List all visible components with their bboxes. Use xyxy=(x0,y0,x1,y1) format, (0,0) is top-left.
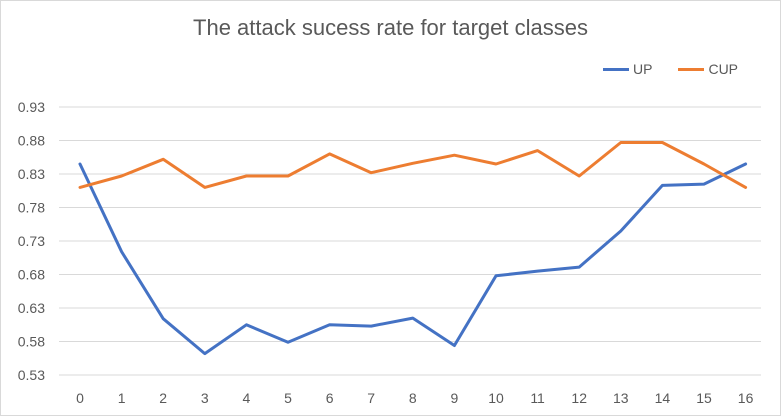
legend-swatch-up xyxy=(603,67,629,71)
series-line-up xyxy=(78,162,748,356)
x-tick-label-0: 0 xyxy=(76,390,84,406)
x-tick-label-2: 2 xyxy=(159,390,167,406)
x-tick-label-16: 16 xyxy=(738,390,754,406)
x-tick-label-4: 4 xyxy=(243,390,251,406)
x-tick-label-15: 15 xyxy=(696,390,712,406)
y-tick-label-6: 0.83 xyxy=(18,166,45,182)
x-tick-label-12: 12 xyxy=(571,390,587,406)
y-tick-label-2: 0.63 xyxy=(18,300,45,316)
x-tick-label-11: 11 xyxy=(530,390,545,406)
x-tick-label-1: 1 xyxy=(118,390,126,406)
y-tick-label-8: 0.93 xyxy=(18,99,45,115)
x-tick-label-13: 13 xyxy=(613,390,629,406)
chart-title: The attack sucess rate for target classe… xyxy=(193,15,588,40)
legend-label-cup: CUP xyxy=(708,61,739,77)
x-tick-label-6: 6 xyxy=(326,390,334,406)
y-tick-label-3: 0.68 xyxy=(18,267,45,283)
legend: UP CUP xyxy=(603,61,738,77)
x-tick-label-7: 7 xyxy=(367,390,375,406)
y-tick-label-0: 0.53 xyxy=(18,367,45,383)
legend-item-cup: CUP xyxy=(678,61,738,77)
x-tick-label-3: 3 xyxy=(201,390,209,406)
x-tick-label-9: 9 xyxy=(451,390,459,406)
y-tick-label-4: 0.73 xyxy=(18,233,45,249)
x-tick-label-10: 10 xyxy=(488,390,504,406)
legend-label-up: UP xyxy=(633,61,653,77)
legend-swatch-cup xyxy=(678,67,705,71)
x-tick-label-14: 14 xyxy=(655,390,671,406)
legend-item-up: UP xyxy=(603,61,652,77)
y-tick-label-7: 0.88 xyxy=(18,133,45,149)
x-tick-label-8: 8 xyxy=(409,390,417,406)
y-tick-label-5: 0.78 xyxy=(18,200,45,216)
x-tick-label-5: 5 xyxy=(284,390,292,406)
y-tick-label-1: 0.58 xyxy=(18,334,45,350)
series-line-cup xyxy=(78,141,748,189)
